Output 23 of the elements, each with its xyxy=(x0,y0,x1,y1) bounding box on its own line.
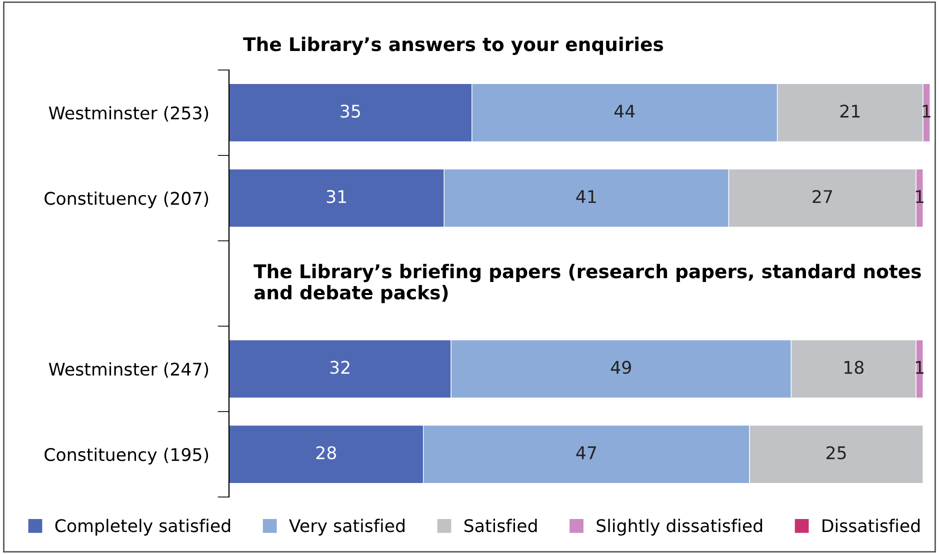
data-label: 21 xyxy=(840,104,860,118)
legend-label: Dissatisfied xyxy=(822,518,920,532)
legend-label: Satisfied xyxy=(464,518,537,532)
data-label: 27 xyxy=(812,190,832,203)
data-label: 31 xyxy=(326,190,346,204)
y-tick-label: Constituency (195) xyxy=(44,448,208,465)
data-label: 18 xyxy=(844,360,864,374)
legend-label: Slightly dissatisfied xyxy=(596,518,762,536)
legend-label: Very satisfied xyxy=(289,518,404,536)
legend-label: Completely satisfied xyxy=(55,518,230,536)
data-label: 32 xyxy=(330,360,350,374)
y-tick-label: Westminster (247) xyxy=(48,362,208,378)
data-label: 47 xyxy=(576,446,596,460)
annotation: The Library’s briefing papers (research papers, standard notes and debate packs) xyxy=(254,264,921,304)
y-tick-label: Constituency (207) xyxy=(44,192,208,208)
data-label: 41 xyxy=(576,190,596,203)
chart-title: The Library’s answers to your enquiries xyxy=(243,36,664,56)
y-tick-label: Westminster (253) xyxy=(48,106,208,122)
data-label: 25 xyxy=(826,446,846,460)
data-label: 28 xyxy=(316,446,336,460)
data-label: 49 xyxy=(610,360,631,374)
data-label: 35 xyxy=(340,104,360,118)
data-label: 44 xyxy=(614,104,635,118)
